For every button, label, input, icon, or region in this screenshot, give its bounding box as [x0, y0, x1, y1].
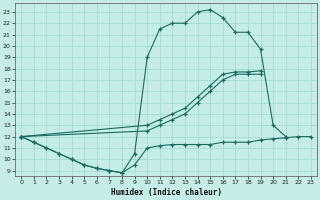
- X-axis label: Humidex (Indice chaleur): Humidex (Indice chaleur): [111, 188, 221, 197]
